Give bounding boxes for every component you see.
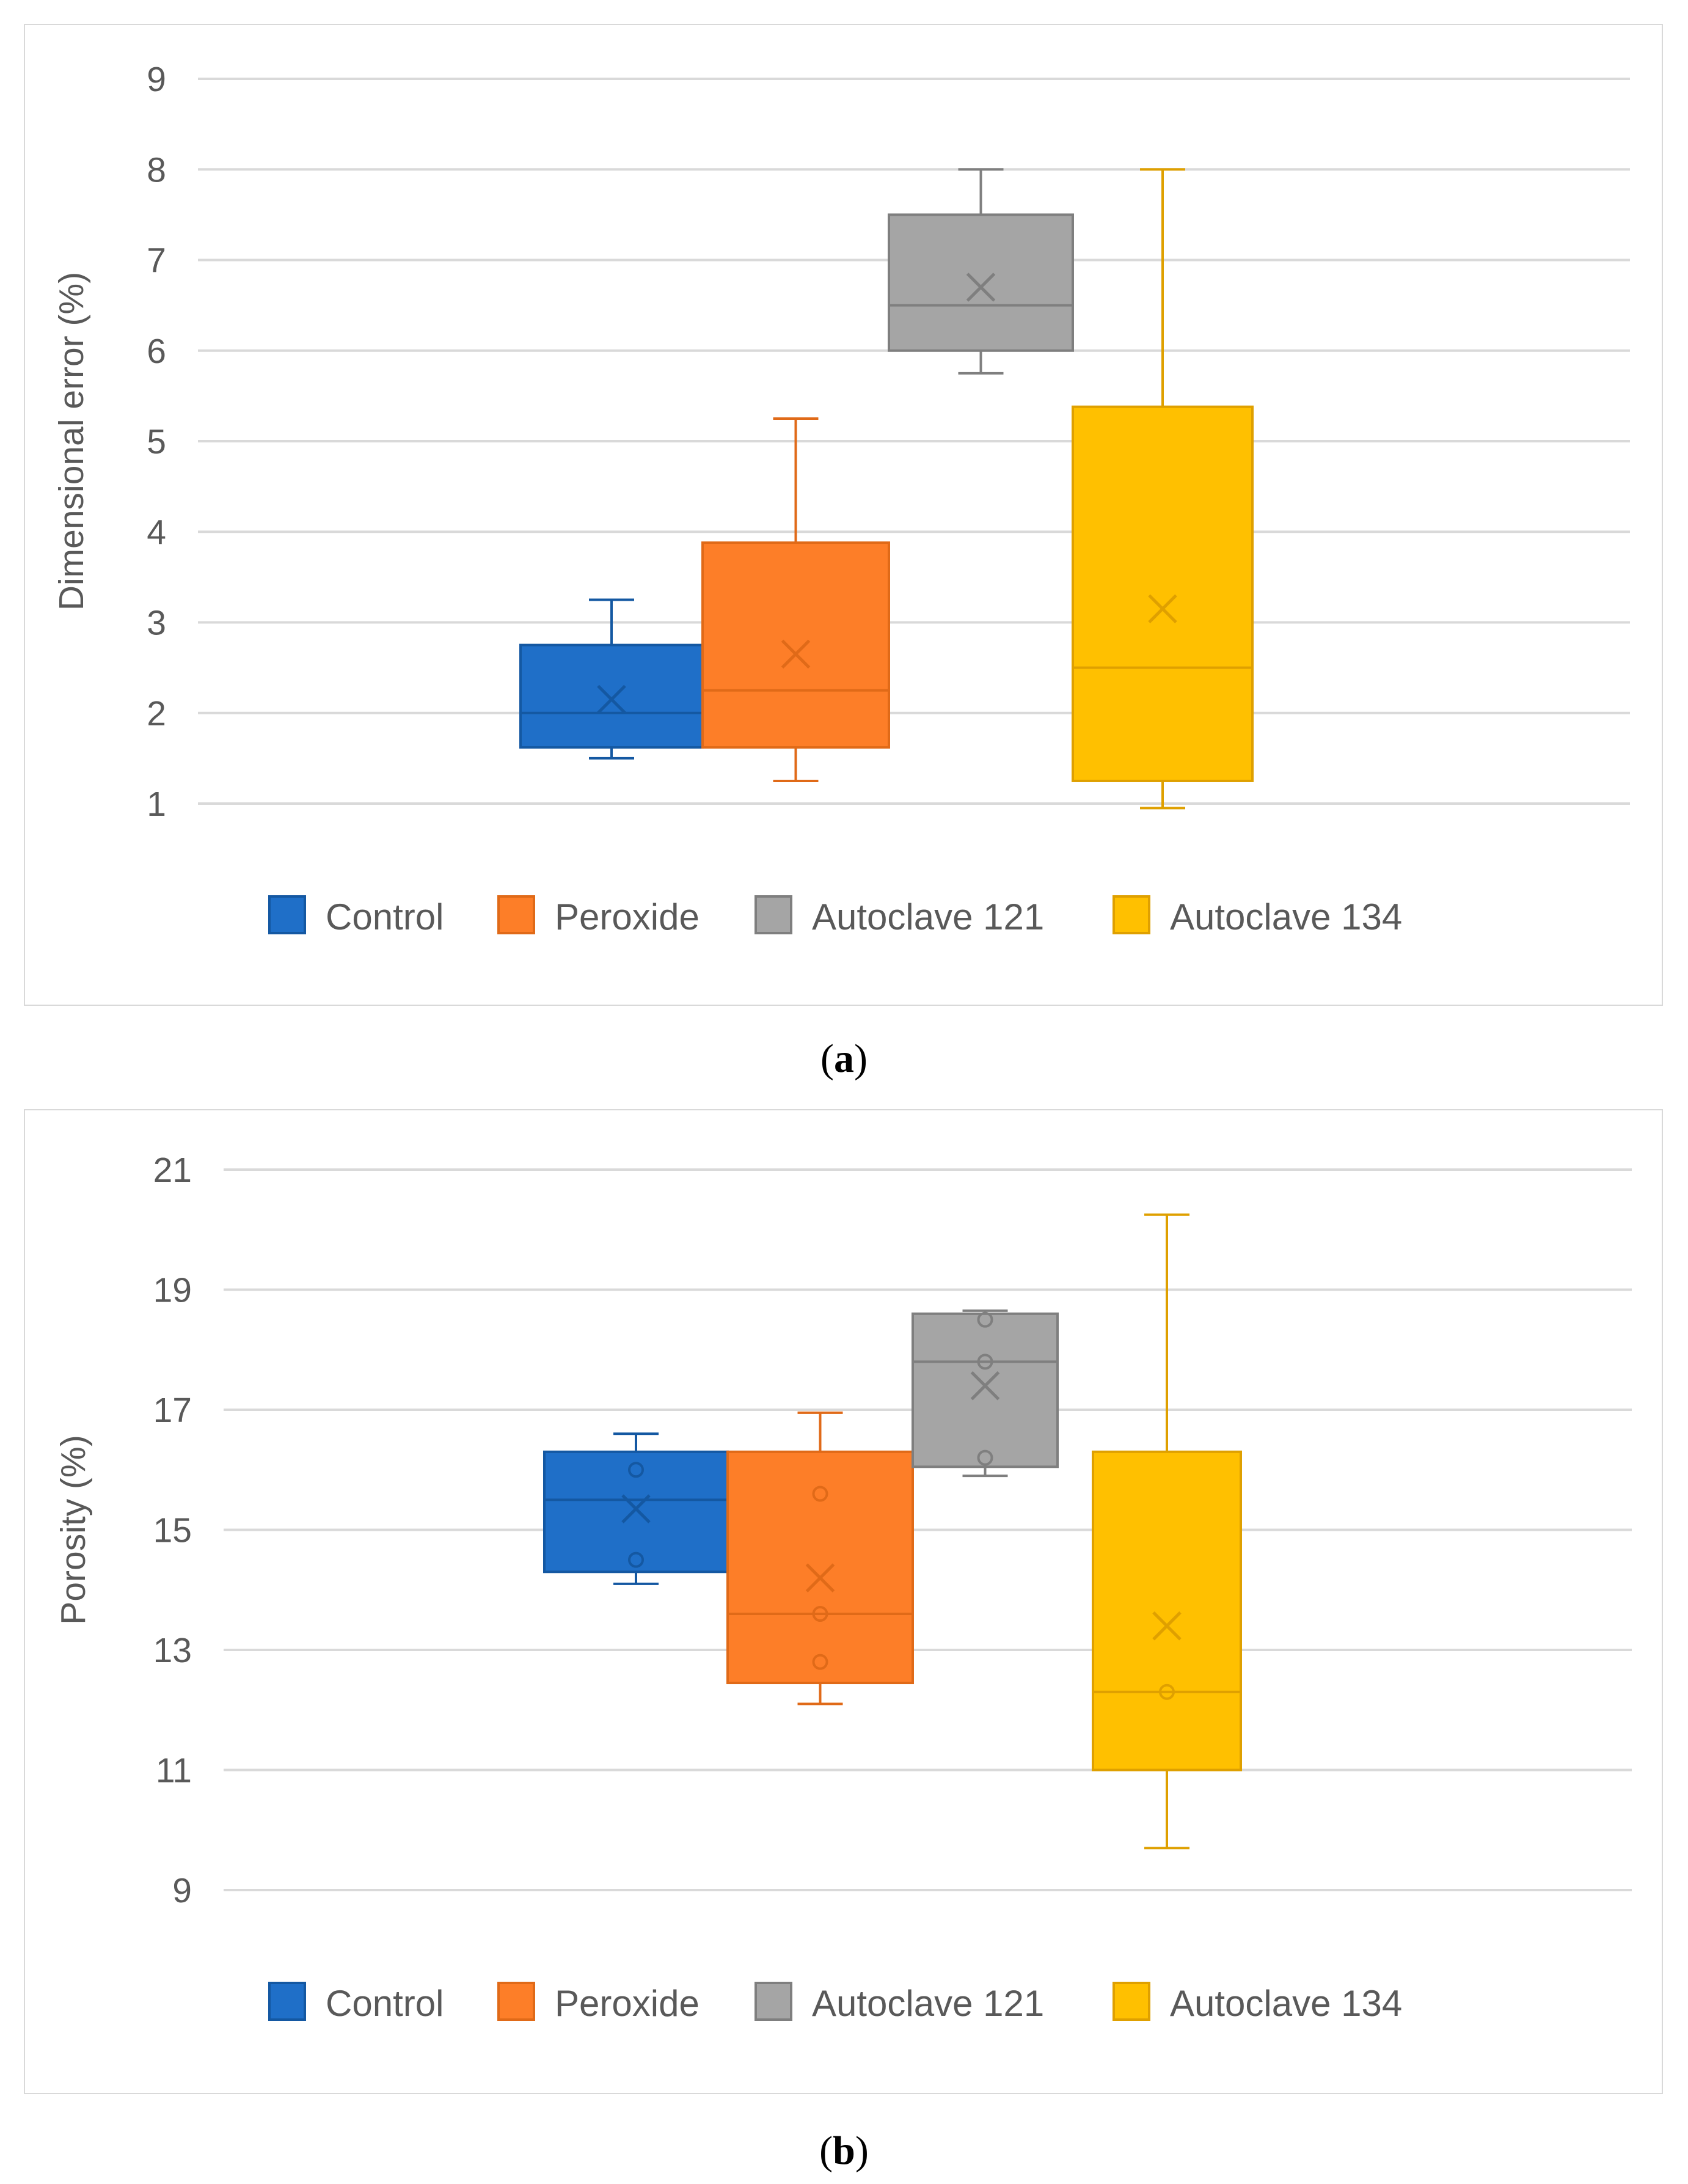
data-point [812, 1606, 828, 1622]
data-point [628, 1552, 644, 1568]
box-iqr [701, 541, 890, 749]
y-tick-label: 17 [153, 1391, 192, 1430]
legend-label: Autoclave 134 [1170, 896, 1402, 937]
legend-swatch [268, 895, 306, 934]
y-tick-label: 4 [147, 513, 166, 552]
legend-label: Peroxide [555, 896, 700, 937]
y-tick-label: 3 [147, 604, 166, 643]
y-axis-title: Porosity (%) [54, 1435, 93, 1624]
caption-b: (b) [819, 2128, 869, 2173]
data-point [977, 1449, 993, 1466]
box-control [519, 598, 704, 760]
legend-swatch [754, 1982, 792, 2021]
legend-swatch [497, 895, 535, 934]
y-tick-label: 9 [147, 60, 166, 99]
legend-label: Peroxide [555, 1983, 700, 2024]
data-point [1159, 1684, 1175, 1700]
chart-panel-a: 1 2 3 4 5 6 7 8 9 Dimensional error (%) Control Per… [24, 24, 1663, 1006]
mean-marker [1152, 1611, 1182, 1641]
legend-label: Autoclave 134 [1170, 1983, 1402, 2024]
y-tick-label: 7 [147, 241, 166, 280]
y-tick-label: 13 [153, 1631, 192, 1670]
y-tick-label: 21 [153, 1151, 192, 1190]
data-point [977, 1354, 993, 1370]
y-tick-label: 5 [147, 422, 166, 461]
legend-label: Autoclave 121 [812, 896, 1044, 937]
legend-label: Control [326, 1983, 444, 2024]
mean-marker [1148, 594, 1177, 624]
mean-marker [621, 1494, 651, 1523]
mean-marker [597, 684, 626, 714]
caption-a: (a) [820, 1036, 868, 1081]
data-point [812, 1654, 828, 1670]
y-tick-label: 2 [147, 694, 166, 733]
box-autoclave-121 [888, 168, 1074, 375]
mean-marker [781, 639, 811, 669]
y-tick-label: 8 [147, 150, 166, 189]
box-iqr [519, 643, 704, 749]
data-point [628, 1462, 644, 1478]
box-control [543, 1432, 729, 1585]
data-point [812, 1486, 828, 1502]
y-tick-label: 19 [153, 1271, 192, 1310]
legend-swatch [497, 1982, 535, 2021]
mean-marker [970, 1371, 1000, 1401]
legend-swatch [1113, 895, 1150, 934]
box-iqr [543, 1450, 729, 1574]
legend-label: Autoclave 121 [812, 1983, 1044, 2024]
box-autoclave-134 [1092, 1213, 1242, 1850]
y-tick-label: 15 [153, 1511, 192, 1550]
mean-marker [966, 273, 996, 302]
y-tick-label: 9 [172, 1871, 192, 1910]
legend-swatch [754, 895, 792, 934]
box-autoclave-134 [1072, 168, 1254, 810]
y-tick-label: 1 [147, 785, 166, 824]
y-axis-title: Dimensional error (%) [52, 272, 91, 610]
mean-marker [805, 1563, 835, 1592]
box-peroxide [701, 417, 890, 782]
box-peroxide [726, 1411, 914, 1706]
box-autoclave-121 [912, 1309, 1059, 1478]
box-iqr [726, 1450, 914, 1685]
legend-swatch [268, 1982, 306, 2021]
boxplot-chart-b: 9 11 13 15 17 19 21 Porosity (%) Control Peroxide… [54, 1151, 1632, 2024]
chart-panel-b: 9 11 13 15 17 19 21 Porosity (%) Control Peroxide… [24, 1109, 1663, 2094]
y-tick-label: 11 [156, 1751, 192, 1790]
data-point [977, 1311, 993, 1328]
box-iqr [1072, 405, 1254, 782]
y-tick-label: 6 [147, 332, 166, 371]
box-iqr [912, 1312, 1059, 1468]
box-iqr [888, 213, 1074, 352]
boxplot-chart-a: 1 2 3 4 5 6 7 8 9 Dimensional error (%) Control Per… [52, 60, 1630, 937]
legend-swatch [1113, 1982, 1150, 2021]
box-iqr [1092, 1450, 1242, 1772]
legend-label: Control [326, 896, 444, 937]
